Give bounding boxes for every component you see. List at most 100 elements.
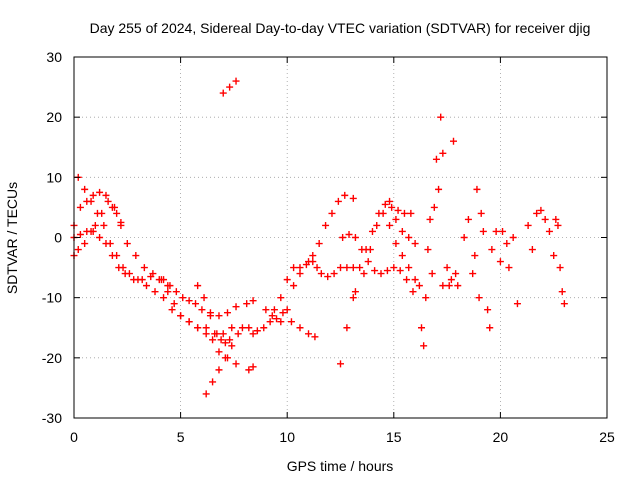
series-arc-c xyxy=(70,188,125,229)
data-point xyxy=(452,270,460,278)
data-point xyxy=(172,288,180,296)
data-point xyxy=(74,246,82,254)
data-point xyxy=(93,209,101,217)
data-point xyxy=(76,230,84,238)
data-point xyxy=(390,264,398,272)
data-point xyxy=(253,327,261,335)
data-point xyxy=(339,234,347,241)
data-point xyxy=(209,378,217,386)
data-point xyxy=(273,315,281,323)
data-point xyxy=(311,333,319,341)
data-point xyxy=(270,306,278,314)
data-point xyxy=(386,221,394,229)
data-point xyxy=(209,336,217,344)
data-point xyxy=(454,282,462,290)
data-point xyxy=(528,246,536,254)
data-point xyxy=(132,252,140,260)
y-tick-label: 20 xyxy=(46,109,62,125)
data-point xyxy=(202,324,210,332)
data-point xyxy=(403,276,411,284)
data-point xyxy=(418,324,426,332)
data-point xyxy=(83,227,91,235)
data-point xyxy=(140,264,148,272)
data-point xyxy=(249,297,257,305)
y-axis-label: SDTVAR / TECUs xyxy=(4,182,20,294)
data-point xyxy=(492,227,500,235)
data-point xyxy=(313,264,321,272)
data-point xyxy=(296,324,304,332)
data-point xyxy=(537,206,545,214)
data-point xyxy=(460,234,468,241)
y-tick-label: -20 xyxy=(42,350,62,366)
data-point xyxy=(392,215,400,223)
data-point xyxy=(245,366,253,374)
data-point xyxy=(477,209,485,217)
data-point xyxy=(287,318,295,326)
data-point xyxy=(337,360,344,368)
grid-lines xyxy=(74,57,607,418)
data-point xyxy=(533,209,541,217)
data-point xyxy=(147,273,155,281)
data-point xyxy=(424,246,432,254)
data-point xyxy=(194,324,202,332)
axis-ticks: 0 5 10 15 20 25 -30 -20 -10 0 10 20 30 xyxy=(42,49,615,445)
data-point xyxy=(400,209,408,217)
data-point xyxy=(513,300,521,308)
data-point xyxy=(108,203,116,211)
data-point xyxy=(407,209,415,217)
data-point xyxy=(343,264,351,272)
data-point xyxy=(213,330,221,338)
data-point xyxy=(283,276,291,284)
data-point xyxy=(422,294,430,302)
y-tick-label: 30 xyxy=(46,49,62,65)
data-point xyxy=(168,306,176,314)
data-point xyxy=(398,227,406,235)
series-cluster-16-18 xyxy=(418,113,462,350)
data-point xyxy=(198,306,206,314)
data-point xyxy=(305,330,313,338)
data-point xyxy=(224,309,232,317)
data-point xyxy=(91,221,99,229)
data-point xyxy=(266,318,274,326)
data-point xyxy=(486,324,494,332)
data-point xyxy=(341,191,349,199)
series-arc-d xyxy=(70,227,172,290)
data-point xyxy=(432,155,440,163)
data-point xyxy=(249,363,257,371)
x-tick-label: 10 xyxy=(279,429,295,445)
series-arc-g xyxy=(202,324,246,398)
data-point xyxy=(435,185,443,193)
data-point xyxy=(290,282,298,290)
data-point xyxy=(411,276,419,284)
series-cluster-21-23 xyxy=(524,206,568,308)
data-point xyxy=(496,258,504,266)
data-point xyxy=(177,312,185,320)
data-point xyxy=(138,276,146,284)
chart-title: Day 255 of 2024, Sidereal Day-to-day VTE… xyxy=(90,20,591,36)
data-point xyxy=(194,282,202,290)
data-point xyxy=(185,297,193,305)
data-point xyxy=(117,218,125,226)
data-point xyxy=(360,270,368,278)
data-point xyxy=(217,336,225,344)
data-point xyxy=(96,234,104,241)
data-point xyxy=(115,264,123,272)
data-point xyxy=(317,270,325,278)
y-tick-label: 10 xyxy=(46,169,62,185)
data-point xyxy=(322,221,330,229)
data-point xyxy=(524,221,532,229)
data-point xyxy=(415,282,423,290)
data-point xyxy=(439,282,447,290)
x-tick-label: 25 xyxy=(599,429,615,445)
data-point xyxy=(334,197,342,205)
data-point xyxy=(160,294,168,302)
data-point xyxy=(100,221,108,229)
data-point xyxy=(215,312,223,320)
series-arc-p xyxy=(386,197,419,248)
data-point xyxy=(351,288,359,296)
data-point xyxy=(349,294,357,302)
data-point xyxy=(381,200,389,208)
x-tick-label: 0 xyxy=(70,429,78,445)
data-point xyxy=(445,282,453,290)
data-point xyxy=(464,215,472,223)
